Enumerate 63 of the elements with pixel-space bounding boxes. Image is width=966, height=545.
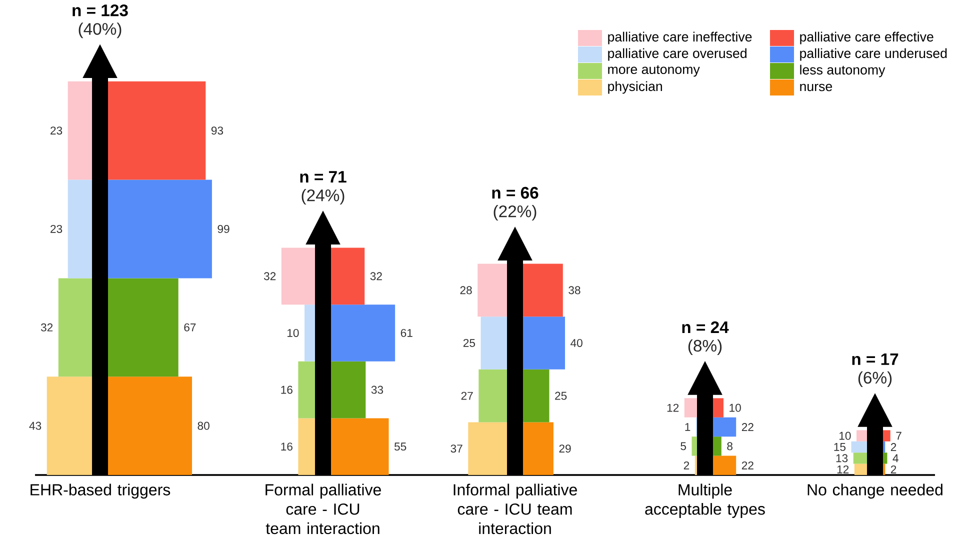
data-label: 10 [730, 404, 741, 412]
data-label: 8 [727, 442, 732, 450]
text: n = 17 [852, 353, 898, 365]
legend-label: palliative care underused [800, 48, 947, 61]
data-label: 10 [839, 432, 851, 440]
data-label: 15 [834, 443, 846, 451]
data-label: 38 [568, 286, 580, 294]
data-label: 22 [742, 423, 754, 431]
data-label: 10 [287, 328, 299, 337]
category-label: EHR-based triggers [30, 484, 170, 499]
text: (8%) [688, 339, 722, 355]
data-label: 37 [450, 444, 462, 453]
data-label: 93 [211, 126, 224, 135]
data-label: 2 [684, 461, 690, 470]
legend-label: palliative care effective [800, 32, 934, 44]
category-label: No change needed [808, 484, 942, 499]
legend-label: more autonomy [608, 65, 700, 77]
data-label: 25 [555, 392, 567, 400]
data-label: 29 [559, 444, 571, 453]
data-label: 80 [198, 422, 210, 430]
category-label: Informal palliative care - ICU team interaction [454, 484, 577, 534]
data-label: 67 [184, 323, 196, 332]
text: n = 123 [72, 4, 128, 16]
text: n = 24 [682, 321, 729, 334]
data-label: 2 [890, 465, 896, 474]
data-label: 16 [281, 386, 292, 394]
data-label: 43 [29, 422, 42, 430]
text: (24%) [302, 189, 344, 205]
text: (6%) [858, 371, 892, 387]
data-label: 22 [742, 461, 754, 470]
data-label: 32 [370, 272, 382, 280]
data-label: 32 [40, 323, 53, 332]
category-label: Multiple acceptable types [645, 484, 765, 518]
text: n = 66 [492, 186, 538, 199]
data-label: 25 [463, 338, 476, 347]
text: (22%) [494, 205, 536, 221]
data-label: 23 [50, 126, 62, 135]
data-label: 32 [264, 272, 276, 280]
data-label: 33 [371, 386, 384, 394]
data-label: 55 [394, 442, 406, 451]
text: n = 71 [300, 171, 346, 183]
data-label: 5 [680, 442, 686, 450]
legend-label: less autonomy [800, 64, 886, 78]
data-label: 12 [667, 404, 679, 412]
data-label: 12 [837, 465, 849, 474]
legend-label: physician [608, 81, 662, 94]
data-label: 27 [461, 392, 473, 400]
data-label: 16 [281, 442, 292, 451]
category-label: Formal palliative care - ICU team interaction [266, 484, 381, 534]
data-label: 28 [460, 286, 472, 294]
data-label: 23 [50, 224, 62, 233]
legend-label: palliative care overused [608, 48, 746, 61]
legend-label: palliative care ineffective [608, 32, 752, 44]
data-label: 61 [400, 328, 412, 337]
data-label: 4 [892, 454, 898, 462]
data-label: 99 [218, 224, 230, 233]
data-label: 1 [685, 423, 690, 431]
data-label: 13 [836, 454, 848, 462]
data-label: 2 [890, 443, 896, 451]
data-label: 7 [896, 432, 902, 440]
text: (40%) [78, 22, 122, 38]
data-label: 40 [570, 338, 582, 347]
legend-label: nurse [800, 84, 832, 92]
